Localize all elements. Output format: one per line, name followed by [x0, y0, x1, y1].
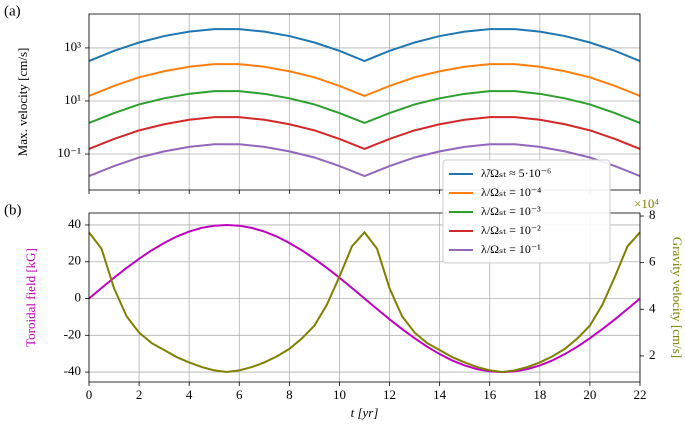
- x-tick-label: 6: [236, 387, 243, 402]
- y-tick-label: 10¹: [64, 92, 81, 107]
- x-tick-label: 2: [136, 387, 143, 402]
- x-tick-label: 20: [583, 387, 596, 402]
- x-tick-label: 14: [433, 387, 447, 402]
- series-line: [88, 230, 641, 373]
- x-tick-label: 22: [634, 387, 647, 402]
- legend-label: λ/Ωₛₜ = 10⁻²: [481, 223, 541, 237]
- y-tick-label: -20: [64, 326, 81, 341]
- y-tick-label: 20: [68, 253, 81, 268]
- y-tick-label: 10³: [64, 39, 81, 54]
- plot-frame: [88, 212, 641, 383]
- series-line: [88, 116, 641, 151]
- legend-label: λ̃/Ωₛₜ ≈ 5·10⁻⁶: [481, 166, 551, 180]
- y2-offset: ×10⁴: [634, 196, 659, 211]
- legend: λ̃/Ωₛₜ ≈ 5·10⁻⁶ λ/Ωₛₜ = 10⁻⁴ λ/Ωₛₜ = 10⁻³ λ…: [442, 159, 611, 264]
- series-line: [88, 90, 641, 125]
- legend-label: λ/Ωₛₜ = 10⁻³: [481, 204, 541, 218]
- plot-frame: [88, 13, 641, 191]
- y2-tick-label: 8: [649, 207, 656, 222]
- panel-label: (a): [4, 3, 21, 19]
- x-tick-label: 12: [383, 387, 396, 402]
- x-axis-label: t [yr]: [351, 405, 379, 420]
- series-line: [88, 28, 641, 63]
- y2-tick-label: 4: [649, 300, 656, 315]
- series-line: [88, 223, 641, 374]
- y-axis-label: Toroidal field [kG]: [23, 248, 38, 347]
- y2-axis-label: Gravity velocity [cm/s]: [670, 237, 685, 358]
- x-tick-label: 10: [333, 387, 346, 402]
- y2-tick-label: 2: [649, 347, 656, 362]
- x-tick-label: 16: [483, 387, 497, 402]
- series-line: [88, 63, 641, 97]
- legend-label: λ/Ωₛₜ = 10⁻¹: [481, 242, 541, 256]
- y-tick-label: 10⁻¹: [57, 145, 81, 160]
- x-tick-label: 4: [186, 387, 193, 402]
- y-tick-label: 40: [68, 216, 81, 231]
- x-tick-label: 8: [286, 387, 293, 402]
- legend-box: [442, 159, 611, 264]
- panel-label: (b): [4, 202, 22, 218]
- y-axis-label: Max. velocity [cm/s]: [15, 48, 30, 157]
- y2-tick-label: 6: [649, 254, 656, 269]
- y-tick-label: 0: [75, 289, 82, 304]
- y-tick-label: -40: [64, 363, 81, 378]
- x-tick-label: 18: [533, 387, 546, 402]
- x-tick-label: 0: [86, 387, 93, 402]
- series-line: [88, 143, 641, 178]
- legend-label: λ/Ωₛₜ = 10⁻⁴: [481, 185, 541, 199]
